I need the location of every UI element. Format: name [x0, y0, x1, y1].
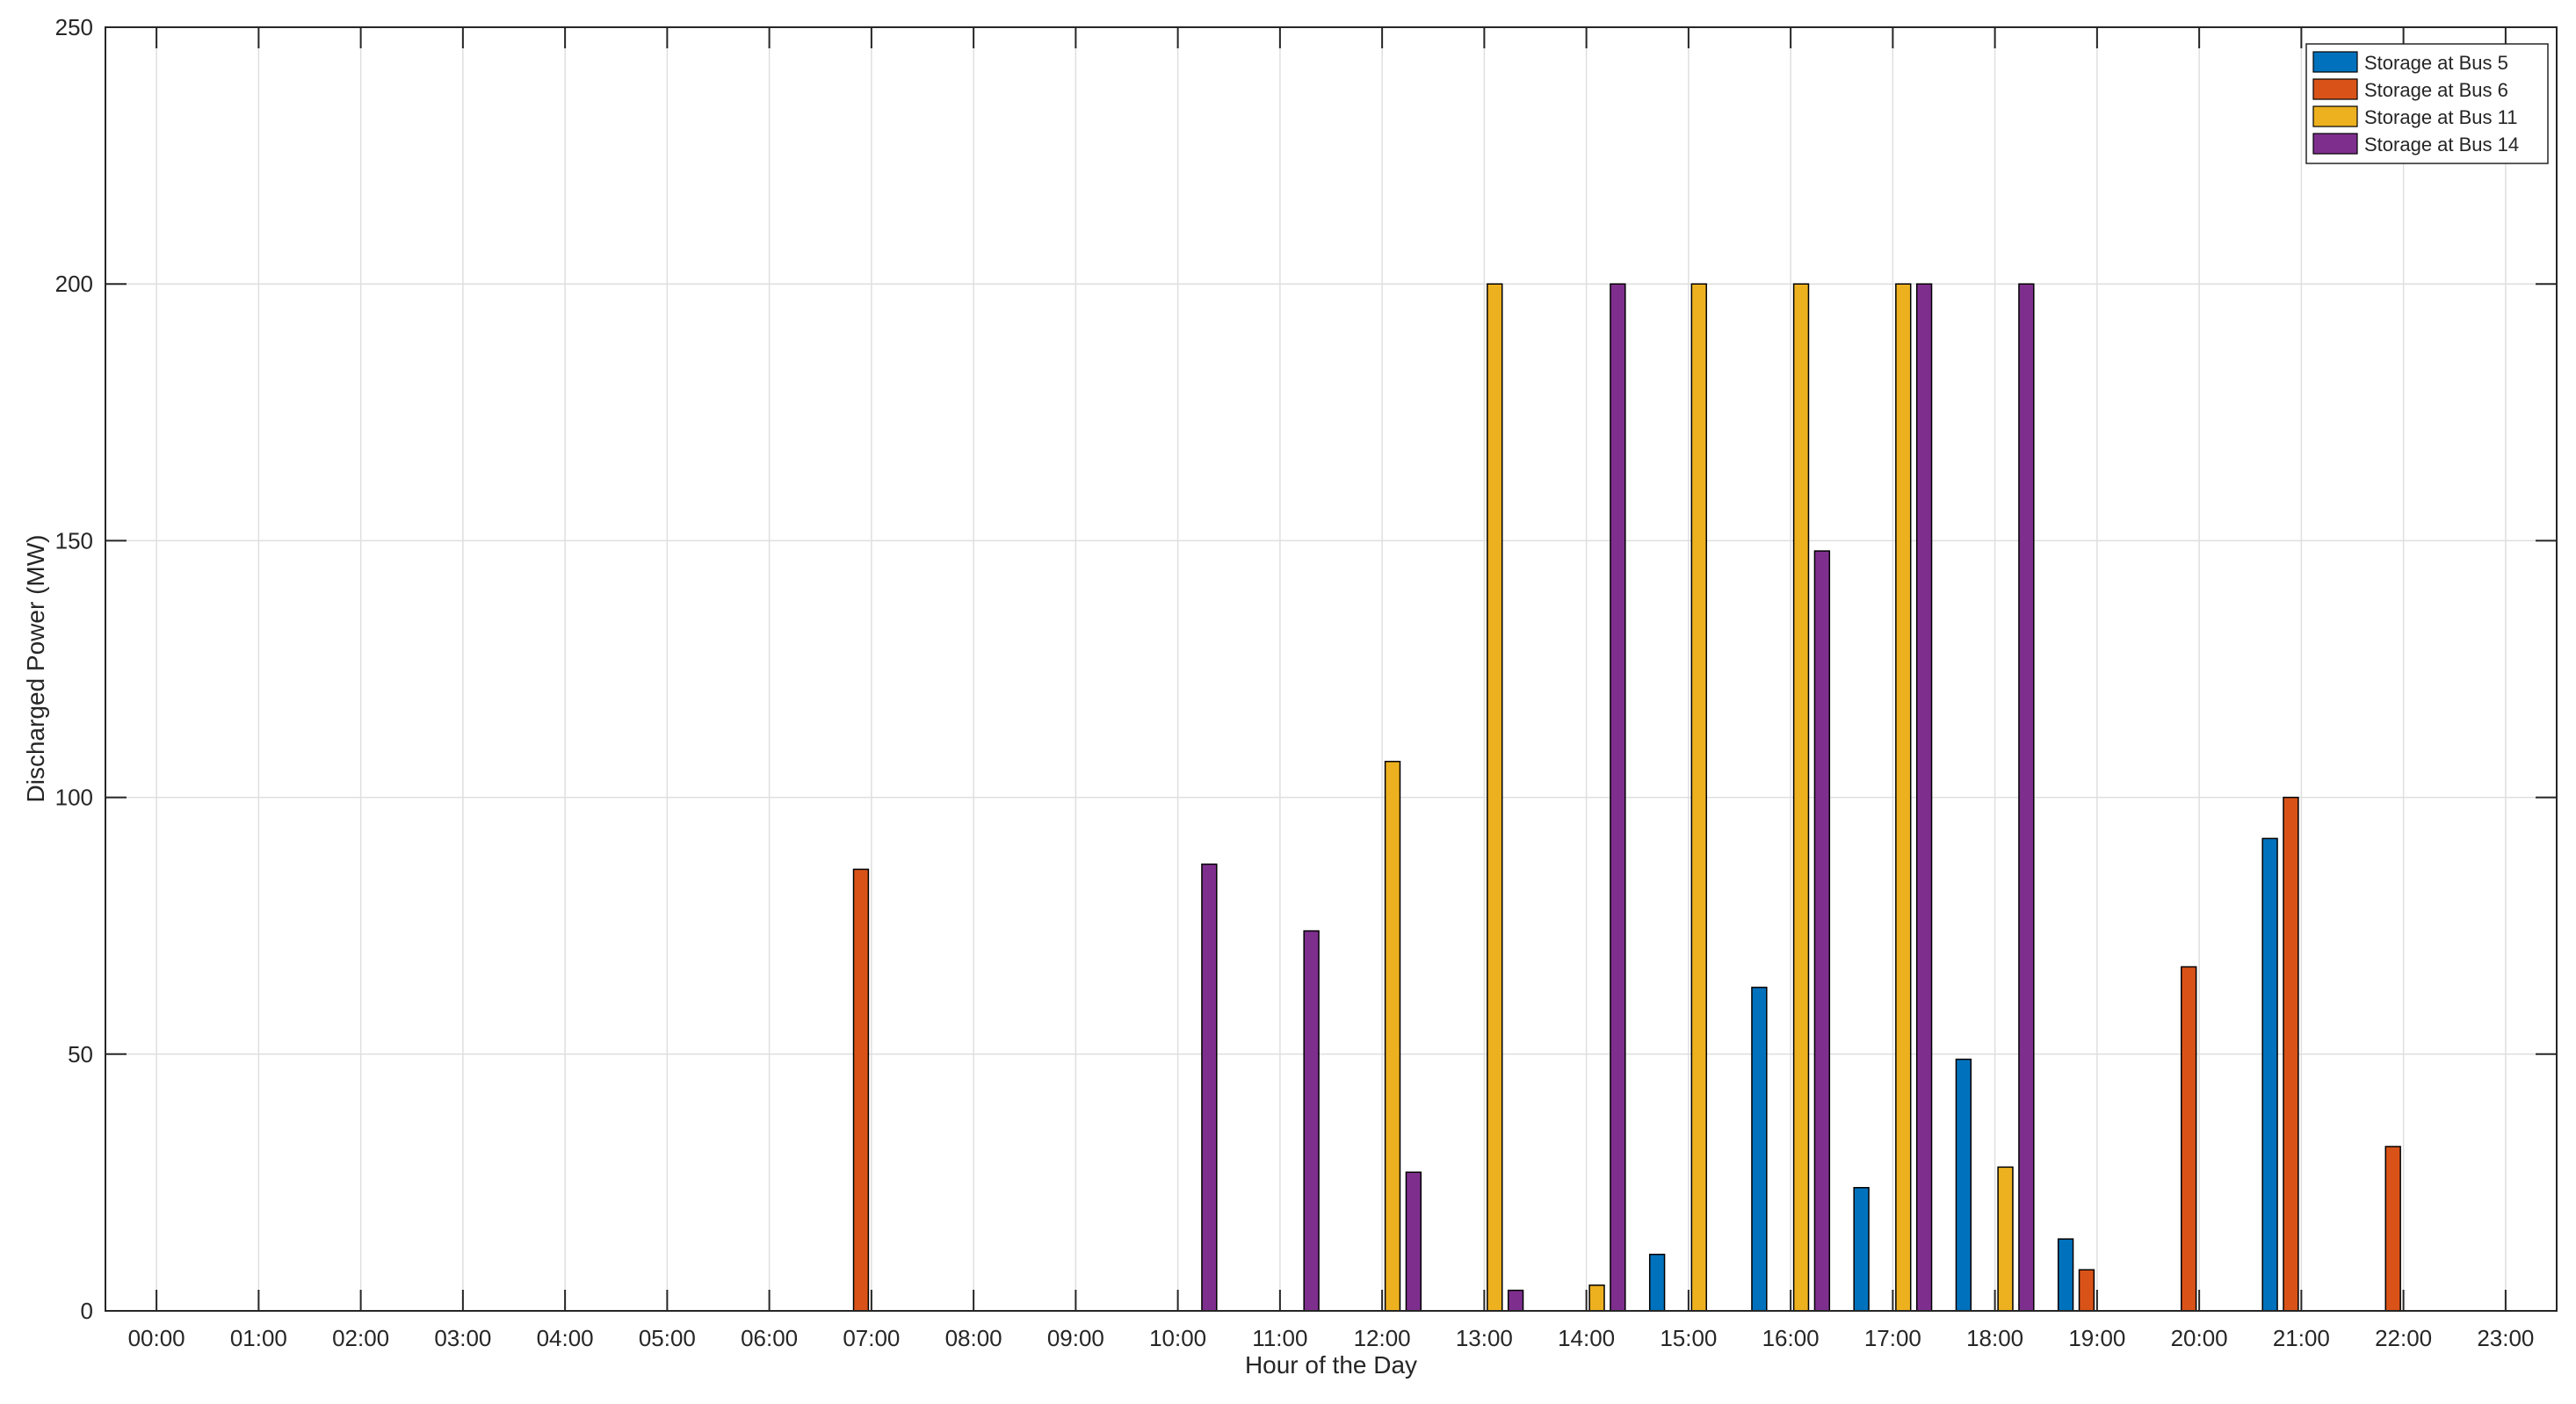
bar [1384, 760, 1401, 1312]
y-tick-label: 200 [55, 271, 93, 297]
x-tick-label: 09:00 [1047, 1325, 1104, 1351]
x-tick-label: 05:00 [639, 1325, 696, 1351]
bar [1405, 1171, 1422, 1312]
grid-lines [105, 26, 2557, 1312]
y-tick-label: 100 [55, 785, 93, 811]
legend-swatch [2312, 133, 2358, 155]
y-axis-label: Discharged Power (MW) [22, 535, 49, 803]
bar [1955, 1058, 1972, 1312]
x-tick-label: 00:00 [128, 1325, 185, 1351]
y-tick-label: 50 [68, 1041, 93, 1067]
legend-swatch [2312, 78, 2358, 100]
tick-labels: 00:00 01:00 02:00 03:00 04:00 05:00 06:00 07:00… [55, 14, 2535, 1351]
bar [1895, 283, 1912, 1312]
x-tick-label: 23:00 [2477, 1325, 2534, 1351]
bar [2283, 796, 2299, 1312]
y-tick-label: 0 [81, 1298, 93, 1324]
x-tick-label: 15:00 [1660, 1325, 1717, 1351]
bar [2181, 966, 2197, 1312]
legend-swatch [2312, 51, 2358, 73]
y-tick-label: 250 [55, 14, 93, 40]
bar [1792, 283, 1810, 1312]
bar [1610, 283, 1626, 1312]
bar [1813, 550, 1831, 1312]
legend-swatch [2312, 105, 2358, 127]
x-tick-label: 21:00 [2273, 1325, 2330, 1351]
x-axis-label: Hour of the Day [1245, 1351, 1417, 1379]
legend: Storage at Bus 5 Storage at Bus 6 Storage … [2305, 43, 2549, 164]
x-tick-label: 02:00 [332, 1325, 389, 1351]
bar [2078, 1269, 2095, 1312]
x-tick-label: 07:00 [843, 1325, 900, 1351]
x-tick-label: 20:00 [2171, 1325, 2228, 1351]
bar [1648, 1253, 1666, 1312]
legend-label: Storage at Bus 14 [2364, 134, 2519, 156]
bar [1487, 283, 1503, 1312]
x-tick-label: 01:00 [230, 1325, 287, 1351]
x-tick-label: 19:00 [2068, 1325, 2125, 1351]
x-tick-label: 08:00 [945, 1325, 1002, 1351]
bar [2261, 837, 2278, 1312]
x-tick-label: 18:00 [1966, 1325, 2023, 1351]
x-tick-label: 11:00 [1252, 1325, 1307, 1351]
x-tick-label: 17:00 [1864, 1325, 1921, 1351]
x-tick-label: 04:00 [537, 1325, 594, 1351]
x-tick-label: 14:00 [1558, 1325, 1615, 1351]
bar [1853, 1186, 1870, 1312]
x-tick-label: 06:00 [741, 1325, 798, 1351]
legend-label: Storage at Bus 11 [2364, 106, 2518, 128]
bar [2018, 283, 2035, 1312]
bar [1303, 930, 1320, 1312]
bar [1201, 863, 1218, 1312]
legend-label: Storage at Bus 5 [2364, 52, 2508, 74]
legend-label: Storage at Bus 6 [2364, 79, 2508, 101]
x-tick-label: 12:00 [1354, 1325, 1411, 1351]
bar [1915, 283, 1933, 1312]
bars [852, 283, 2401, 1312]
y-tick-label: 150 [55, 527, 93, 554]
bar [2384, 1146, 2401, 1312]
x-tick-label: 03:00 [434, 1325, 491, 1351]
tick-marks [105, 26, 2557, 1312]
bar [2057, 1238, 2074, 1312]
plot-frame [105, 26, 2558, 1312]
bar [1690, 283, 1707, 1312]
x-tick-label: 16:00 [1762, 1325, 1820, 1351]
bar [1997, 1166, 2014, 1312]
plot-area [105, 27, 2557, 1311]
x-tick-label: 22:00 [2375, 1325, 2432, 1351]
bar [1507, 1289, 1524, 1312]
x-tick-label: 10:00 [1149, 1325, 1206, 1351]
bar [1751, 987, 1768, 1312]
bar [1588, 1285, 1605, 1312]
x-tick-label: 13:00 [1456, 1325, 1513, 1351]
bar [852, 868, 870, 1312]
